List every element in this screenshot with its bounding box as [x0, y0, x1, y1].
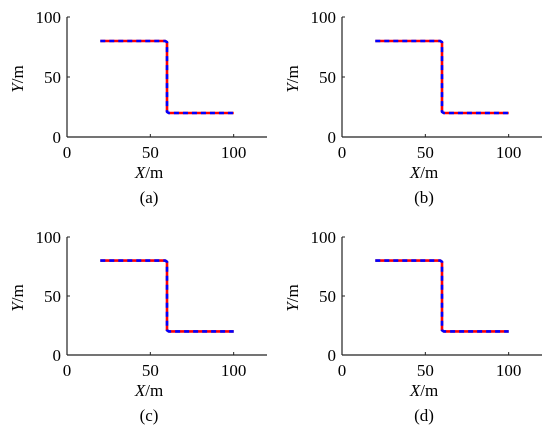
series-line-1 [100, 259, 234, 333]
y-tick-label: 0 [53, 346, 62, 365]
x-tick-label: 0 [338, 143, 347, 162]
y-axis-label-var: Y [283, 301, 302, 312]
y-tick-label: 100 [311, 228, 337, 247]
x-tick-label: 0 [63, 143, 72, 162]
y-axis-label-unit: /m [283, 284, 302, 302]
y-tick-label: 100 [36, 228, 62, 247]
series-line-1 [375, 39, 509, 115]
x-axis-label-unit: /m [420, 381, 438, 400]
y-tick-label: 0 [328, 346, 337, 365]
y-tick-label: 100 [311, 8, 337, 27]
series-line-1 [100, 39, 234, 115]
x-axis-label-var: X [134, 163, 146, 182]
panel-label: (b) [414, 188, 434, 207]
series-line-1 [375, 259, 509, 333]
x-tick-label: 50 [417, 361, 434, 380]
y-axis-label-var: Y [283, 82, 302, 93]
x-axis-label-unit: /m [145, 163, 163, 182]
panel-label: (c) [140, 406, 159, 425]
y-axis-label-unit: /m [283, 65, 302, 83]
panel-label: (a) [140, 188, 159, 207]
y-axis-label: Y/m [283, 284, 302, 311]
x-tick-label: 100 [221, 143, 247, 162]
panel-label: (d) [414, 406, 434, 425]
x-tick-label: 100 [496, 143, 522, 162]
x-tick-label: 0 [338, 361, 347, 380]
x-axis-label: X/m [409, 381, 438, 400]
x-tick-label: 50 [142, 361, 159, 380]
x-axis-label: X/m [134, 163, 163, 182]
x-axis-label-var: X [409, 381, 421, 400]
x-tick-label: 50 [417, 143, 434, 162]
y-tick-label: 0 [53, 128, 62, 147]
y-tick-label: 100 [36, 8, 62, 27]
y-axis-label-var: Y [8, 82, 27, 93]
y-tick-label: 50 [44, 287, 61, 306]
x-axis-label-var: X [134, 381, 146, 400]
y-axis-label-var: Y [8, 301, 27, 312]
y-axis-label: Y/m [8, 65, 27, 92]
x-axis-label: X/m [134, 381, 163, 400]
x-axis-label-var: X [409, 163, 421, 182]
x-axis-label: X/m [409, 163, 438, 182]
x-tick-label: 0 [63, 361, 72, 380]
y-tick-label: 50 [319, 287, 336, 306]
y-tick-label: 50 [44, 68, 61, 87]
y-axis-label: Y/m [283, 65, 302, 92]
x-axis-label-unit: /m [145, 381, 163, 400]
x-tick-label: 100 [221, 361, 247, 380]
y-axis-label-unit: /m [8, 65, 27, 83]
x-tick-label: 100 [496, 361, 522, 380]
y-axis-label-unit: /m [8, 284, 27, 302]
y-tick-label: 50 [319, 68, 336, 87]
y-axis-label: Y/m [8, 284, 27, 311]
x-axis-label-unit: /m [420, 163, 438, 182]
y-tick-label: 0 [328, 128, 337, 147]
x-tick-label: 50 [142, 143, 159, 162]
